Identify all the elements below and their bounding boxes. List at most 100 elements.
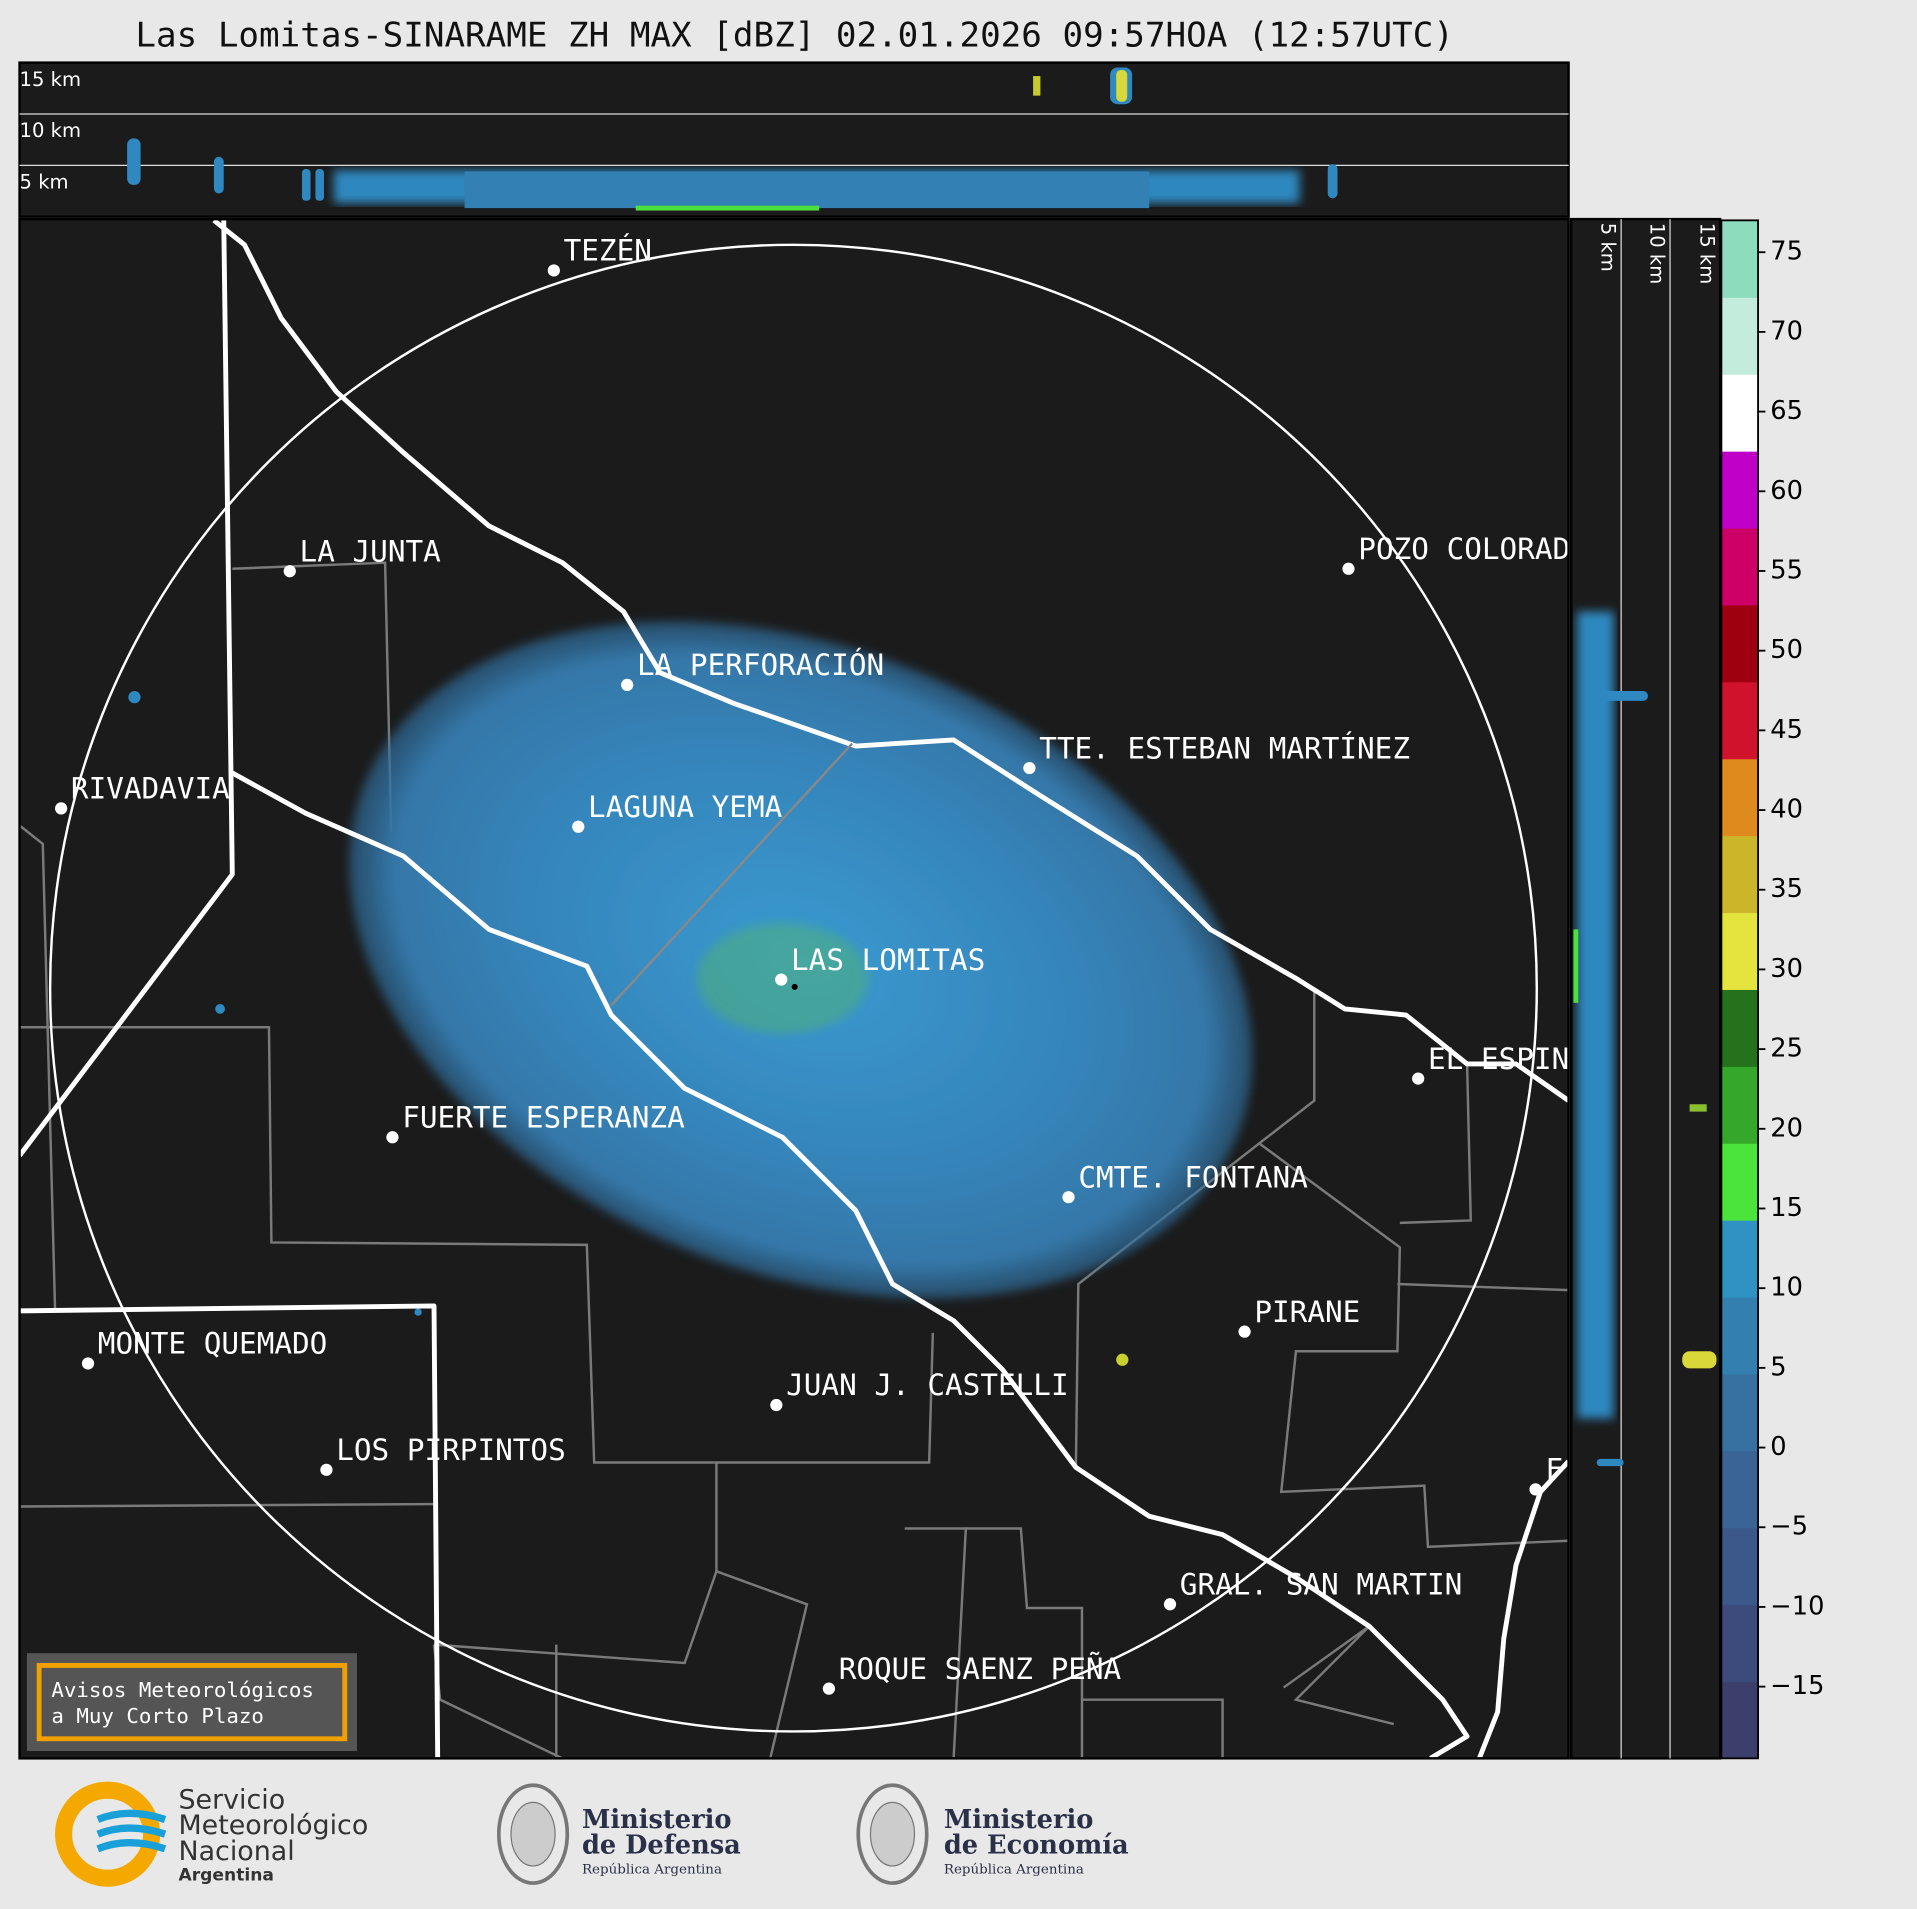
- colorbar-segment: [1721, 1296, 1759, 1375]
- height-label: 5 km: [1597, 223, 1620, 272]
- range-ring: [48, 243, 1539, 1733]
- city-label: EL ESPIN: [1428, 1042, 1569, 1076]
- colorbar-segment: [1721, 1373, 1759, 1452]
- height-label: 10 km: [1645, 223, 1668, 284]
- colorbar-tick-label: 30: [1770, 954, 1803, 984]
- colorbar-tick-label: 35: [1770, 874, 1803, 904]
- city-dot: [320, 1463, 333, 1476]
- colorbar-segment: [1721, 1450, 1759, 1529]
- notice-frame: [36, 1662, 348, 1742]
- logo-text: Meteorológico: [178, 1810, 368, 1841]
- height-label: 15 km: [20, 68, 81, 91]
- logo-text: Ministerio: [944, 1805, 1094, 1835]
- colorbar-tick-label: 55: [1770, 555, 1803, 585]
- notice-box[interactable]: [26, 1653, 357, 1752]
- rivers-borders: [19, 219, 1569, 1759]
- city-dot: [1412, 1072, 1425, 1085]
- city-label: POZO COLORAD: [1358, 532, 1570, 566]
- colorbar-segment: [1721, 912, 1759, 990]
- city-label: LA PERFORACIÓN: [637, 646, 884, 682]
- colorbar-tick-label: 50: [1770, 635, 1803, 665]
- colorbar-frame: [1720, 219, 1759, 1760]
- city-dot: [1023, 761, 1036, 775]
- colorbar-segment: [1721, 220, 1759, 298]
- height-label: 10 km: [20, 119, 81, 142]
- city-dot: [547, 264, 560, 277]
- section-line: [610, 742, 854, 1007]
- colorbar-segment: [1721, 604, 1759, 683]
- city-label: TEZÉN: [564, 233, 652, 268]
- logo-text: República Argentina: [944, 1862, 1084, 1877]
- colorbar-segment: [1721, 1066, 1759, 1144]
- colorbar-segment: [1721, 374, 1759, 452]
- logo-text: Ministerio: [582, 1805, 732, 1835]
- height-label: 5 km: [20, 171, 69, 194]
- colorbar-tick-label: 20: [1770, 1113, 1803, 1143]
- city-label: CMTE. FONTANA: [1078, 1160, 1308, 1194]
- city-dot: [55, 802, 68, 815]
- map-frame: [18, 217, 1570, 1760]
- colorbar-segment: [1721, 989, 1759, 1067]
- city-dot: [770, 1398, 783, 1412]
- economia-logo[interactable]: Ministerio de Economía República Argenti…: [856, 1783, 1129, 1885]
- colorbar-tick-label: −15: [1770, 1671, 1824, 1701]
- city-label: LAS LOMITAS: [791, 943, 985, 977]
- title: Las Lomitas-SINARAME ZH MAX [dBZ] 02.01.…: [135, 16, 1454, 56]
- colorbar: −15 −10 −5 0 5 10 15 20 25 30 35 40 45 50 55 60 65 70 75: [1720, 219, 1824, 1760]
- logo-text: Argentina: [178, 1866, 273, 1886]
- top-echo: [127, 67, 1338, 211]
- city-label: ROQUE SAENZ PEÑA: [839, 1651, 1122, 1686]
- colorbar-segment: [1721, 681, 1759, 760]
- colorbar-tick-label: 5: [1770, 1352, 1786, 1382]
- colorbar-segment: [1721, 1220, 1759, 1298]
- logo-text: Servicio: [178, 1784, 285, 1815]
- city-dot: [621, 678, 634, 692]
- colorbar-tick-label: 15: [1770, 1193, 1803, 1223]
- colorbar-tick-label: 25: [1770, 1034, 1803, 1064]
- logo-text: de Economía: [944, 1831, 1129, 1861]
- city-label: LA JUNTA: [300, 534, 442, 568]
- colorbar-tick-label: 65: [1770, 396, 1803, 426]
- colorbar-segment: [1721, 297, 1759, 375]
- city-label: JUAN J. CASTELLI: [786, 1368, 1069, 1402]
- city-label: LOS PIRPINTOS: [336, 1433, 566, 1467]
- colorbar-tick-label: −10: [1770, 1591, 1824, 1621]
- map-layer: TEZÉN LA JUNTA POZO COLORAD LA PERFORACIÓN T…: [19, 219, 1570, 1759]
- city-label: LAGUNA YEMA: [588, 790, 783, 824]
- colorbar-segment: [1721, 1527, 1759, 1606]
- colorbar-tick-label: 60: [1770, 476, 1803, 506]
- colorbar-segment: [1721, 758, 1759, 837]
- colorbar-segment: [1721, 1604, 1759, 1683]
- city-dot: [1342, 562, 1355, 575]
- notice-text: Avisos Meteorológicos: [51, 1678, 314, 1702]
- colorbar-segment: [1721, 1143, 1759, 1221]
- city-label: PIRANE: [1254, 1295, 1360, 1329]
- colorbar-tick-label: 10: [1770, 1273, 1803, 1303]
- city-dot: [386, 1131, 399, 1144]
- colorbar-tick-label: 70: [1770, 316, 1803, 346]
- logo-text: de Defensa: [582, 1831, 741, 1861]
- logo-text: República Argentina: [582, 1862, 722, 1877]
- city-dot: [1163, 1598, 1177, 1611]
- radar-site: [791, 983, 798, 990]
- city-dot: [775, 973, 788, 986]
- defensa-logo[interactable]: Ministerio de Defensa República Argentin…: [496, 1783, 741, 1885]
- colorbar-tick-label: 0: [1770, 1432, 1786, 1462]
- city-label: FUERTE ESPERANZA: [402, 1100, 685, 1134]
- cities: TEZÉN LA JUNTA POZO COLORAD LA PERFORACIÓN T…: [55, 233, 1570, 1695]
- colorbar-tick-label: 45: [1770, 715, 1803, 745]
- logo-text: Nacional: [178, 1836, 294, 1867]
- city-dot: [572, 820, 585, 833]
- colorbar-tick-label: 75: [1770, 237, 1803, 267]
- smn-logo[interactable]: Servicio Meteorológico Nacional Argentin…: [55, 1781, 369, 1887]
- height-label: 15 km: [1696, 223, 1719, 284]
- city-dot: [283, 565, 296, 578]
- colorbar-tick-label: −5: [1770, 1512, 1808, 1542]
- colorbar-tick-label: 40: [1770, 795, 1803, 825]
- notice-text: a Muy Corto Plazo: [51, 1704, 264, 1728]
- boundaries: [19, 561, 1569, 1759]
- city-label: TTE. ESTEBAN MARTÍNEZ: [1039, 730, 1410, 765]
- colorbar-segment: [1721, 527, 1759, 606]
